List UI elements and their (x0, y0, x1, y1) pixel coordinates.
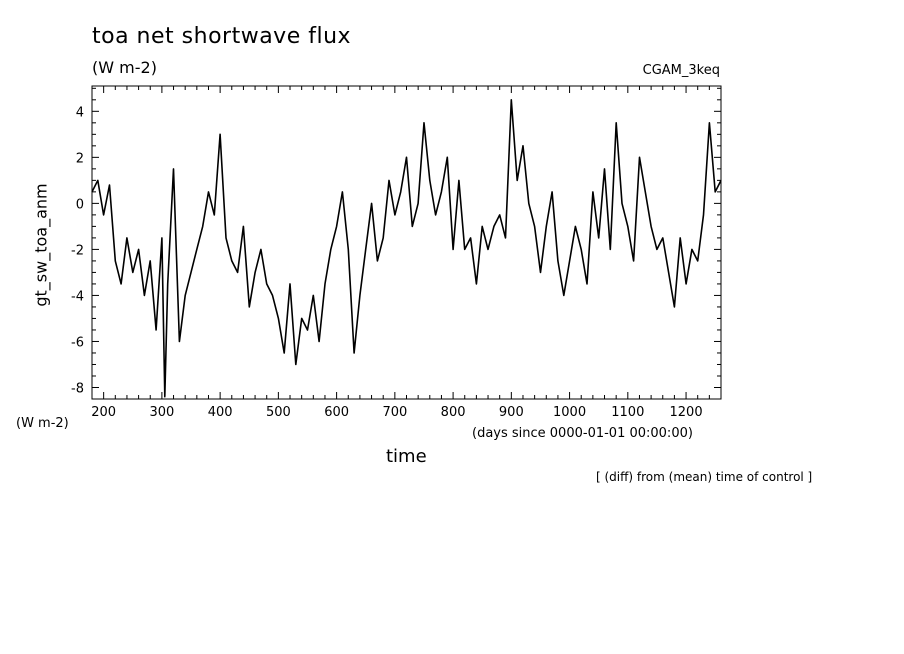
x-tick-label: 1000 (553, 405, 586, 420)
x-tick-label: 400 (208, 405, 233, 420)
y-axis-units: (W m-2) (16, 416, 69, 431)
x-tick-label: 700 (382, 405, 407, 420)
y-tick-label: -6 (71, 335, 84, 350)
plot-frame (91, 85, 722, 400)
y-tick-label: -8 (71, 381, 84, 396)
x-tick-label: 600 (324, 405, 349, 420)
x-tick-label: 900 (499, 405, 524, 420)
y-tick-label: -2 (71, 243, 84, 258)
x-axis-label: time (386, 446, 427, 467)
axis-ticks (91, 86, 722, 400)
y-tick-label: 4 (76, 105, 84, 120)
x-tick-label: 200 (91, 405, 116, 420)
x-axis-units: (days since 0000-01-01 00:00:00) (472, 426, 693, 441)
series-layer (91, 99, 722, 398)
y-tick-label: 0 (76, 197, 84, 212)
y-tick-label: 2 (76, 151, 84, 166)
x-tick-label: 1100 (611, 405, 644, 420)
x-tick-label: 1200 (670, 405, 703, 420)
run-label: CGAM_3keq (642, 63, 720, 78)
tick-labels: 200 300 400 500 600 700 800 900 1000 1100 1200 -8 -6… (71, 105, 703, 420)
x-tick-label: 300 (149, 405, 174, 420)
x-tick-label: 500 (266, 405, 291, 420)
chart-title: toa net shortwave flux (92, 24, 352, 49)
comparison-note: [ (diff) from (mean) time of control ] (596, 470, 813, 484)
series-line (91, 99, 722, 398)
chart-units: (W m-2) (92, 58, 157, 77)
y-tick-label: -4 (71, 289, 84, 304)
x-tick-label: 800 (441, 405, 466, 420)
